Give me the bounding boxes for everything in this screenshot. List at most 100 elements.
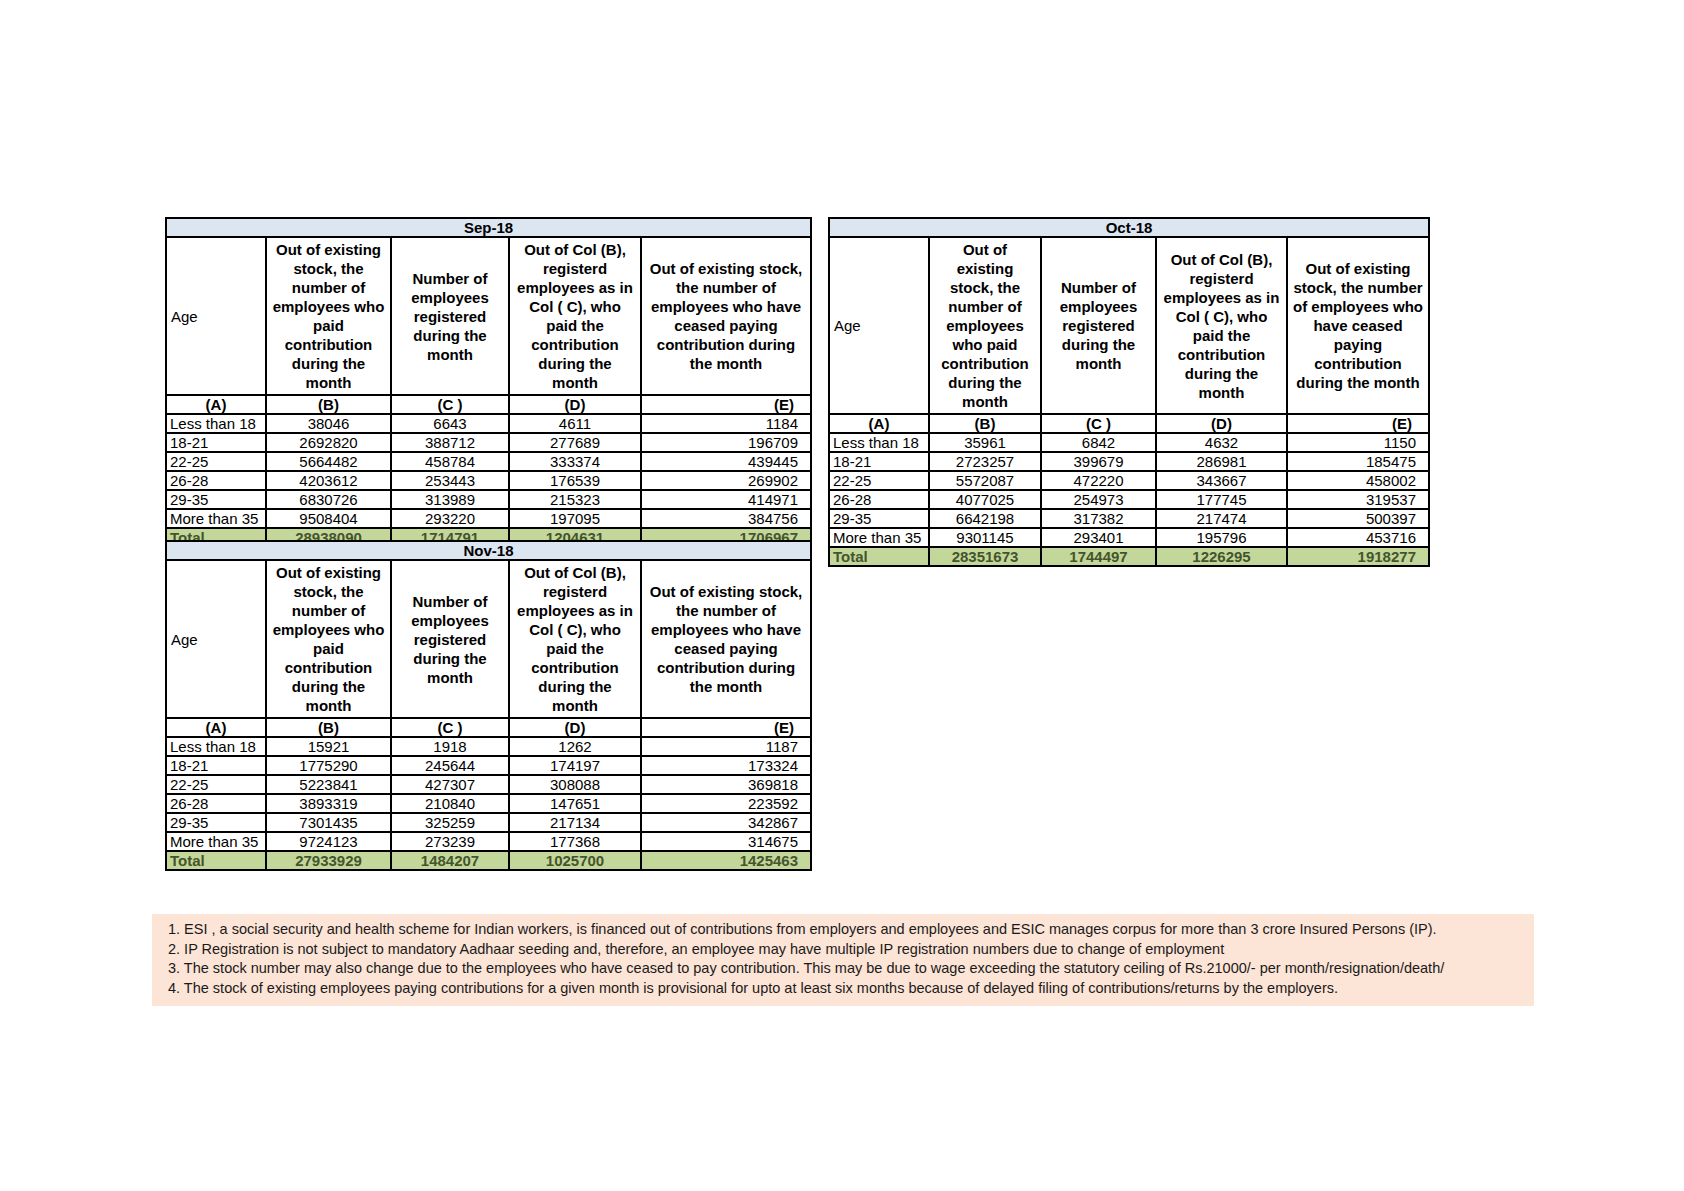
letter-d: (D) xyxy=(509,395,641,414)
cell-c: 317382 xyxy=(1041,509,1156,528)
column-letter-row: (A) (B) (C ) (D) (E) xyxy=(829,414,1429,433)
cell-d: 277689 xyxy=(509,433,641,452)
cell-d: 176539 xyxy=(509,471,641,490)
letter-e: (E) xyxy=(641,718,811,737)
cell-b: 38046 xyxy=(266,414,391,433)
cell-d: 333374 xyxy=(509,452,641,471)
table-row: 26-28 3893319 210840 147651 223592 xyxy=(166,794,811,813)
header-col-c: Number of employees registered during th… xyxy=(391,237,509,395)
letter-b: (B) xyxy=(266,718,391,737)
cell-age: 18-21 xyxy=(166,756,266,775)
cell-e: 269902 xyxy=(641,471,811,490)
cell-c: 1918 xyxy=(391,737,509,756)
cell-b: 4203612 xyxy=(266,471,391,490)
cell-d: 217134 xyxy=(509,813,641,832)
month-title-row: Oct-18 xyxy=(829,218,1429,237)
cell-d: 4611 xyxy=(509,414,641,433)
total-label: Total xyxy=(166,851,266,870)
cell-c: 388712 xyxy=(391,433,509,452)
table-row: 26-28 4077025 254973 177745 319537 xyxy=(829,490,1429,509)
cell-age: Less than 18 xyxy=(166,414,266,433)
total-e: 1425463 xyxy=(641,851,811,870)
footnote-line-1: 1. ESI , a social security and health sc… xyxy=(168,920,1522,940)
header-age: Age xyxy=(829,237,929,414)
cell-c: 458784 xyxy=(391,452,509,471)
cell-e: 414971 xyxy=(641,490,811,509)
cell-e: 500397 xyxy=(1287,509,1429,528)
cell-b: 5223841 xyxy=(266,775,391,794)
cell-d: 195796 xyxy=(1156,528,1287,547)
cell-age: More than 35 xyxy=(166,832,266,851)
total-d: 1025700 xyxy=(509,851,641,870)
column-header-row: Age Out of existing stock, the number of… xyxy=(166,560,811,718)
table-nov-18: Nov-18 Age Out of existing stock, the nu… xyxy=(165,540,810,871)
cell-b: 7301435 xyxy=(266,813,391,832)
header-col-e: Out of existing stock, the number of emp… xyxy=(641,560,811,718)
month-title-nov-18: Nov-18 xyxy=(166,541,811,560)
cell-c: 313989 xyxy=(391,490,509,509)
cell-c: 293401 xyxy=(1041,528,1156,547)
month-title-oct-18: Oct-18 xyxy=(829,218,1429,237)
header-col-b: Out of existing stock, the number of emp… xyxy=(266,237,391,395)
letter-a: (A) xyxy=(166,718,266,737)
letter-e: (E) xyxy=(1287,414,1429,433)
cell-age: 22-25 xyxy=(829,471,929,490)
total-e: 1918277 xyxy=(1287,547,1429,566)
cell-d: 215323 xyxy=(509,490,641,509)
table-row: Less than 18 38046 6643 4611 1184 xyxy=(166,414,811,433)
header-col-e: Out of existing stock, the number of emp… xyxy=(641,237,811,395)
cell-e: 196709 xyxy=(641,433,811,452)
table-row: 22-25 5223841 427307 308088 369818 xyxy=(166,775,811,794)
total-c: 1484207 xyxy=(391,851,509,870)
cell-d: 286981 xyxy=(1156,452,1287,471)
header-col-e: Out of existing stock, the number of emp… xyxy=(1287,237,1429,414)
table-row: Less than 18 35961 6842 4632 1150 xyxy=(829,433,1429,452)
header-age: Age xyxy=(166,560,266,718)
spreadsheet-canvas: Sep-18 Age Out of existing stock, the nu… xyxy=(0,0,1684,1191)
header-col-d: Out of Col (B), registerd employees as i… xyxy=(509,237,641,395)
cell-age: More than 35 xyxy=(166,509,266,528)
cell-e: 319537 xyxy=(1287,490,1429,509)
footnote-line-2: 2. IP Registration is not subject to man… xyxy=(168,940,1522,960)
cell-c: 472220 xyxy=(1041,471,1156,490)
letter-e: (E) xyxy=(641,395,811,414)
cell-age: More than 35 xyxy=(829,528,929,547)
month-title-row: Sep-18 xyxy=(166,218,811,237)
table-row: 29-35 6830726 313989 215323 414971 xyxy=(166,490,811,509)
cell-age: 26-28 xyxy=(166,794,266,813)
table-row: 29-35 7301435 325259 217134 342867 xyxy=(166,813,811,832)
total-b: 27933929 xyxy=(266,851,391,870)
cell-age: 22-25 xyxy=(166,452,266,471)
table-row: 22-25 5664482 458784 333374 439445 xyxy=(166,452,811,471)
column-letter-row: (A) (B) (C ) (D) (E) xyxy=(166,718,811,737)
column-letter-row: (A) (B) (C ) (D) (E) xyxy=(166,395,811,414)
table-row: Less than 18 15921 1918 1262 1187 xyxy=(166,737,811,756)
cell-d: 217474 xyxy=(1156,509,1287,528)
table-row: More than 35 9301145 293401 195796 45371… xyxy=(829,528,1429,547)
cell-b: 4077025 xyxy=(929,490,1041,509)
table-row: 18-21 2692820 388712 277689 196709 xyxy=(166,433,811,452)
letter-c: (C ) xyxy=(1041,414,1156,433)
cell-e: 1187 xyxy=(641,737,811,756)
cell-c: 325259 xyxy=(391,813,509,832)
cell-b: 9301145 xyxy=(929,528,1041,547)
cell-c: 399679 xyxy=(1041,452,1156,471)
column-header-row: Age Out of existing stock, the number of… xyxy=(829,237,1429,414)
table-row: More than 35 9508404 293220 197095 38475… xyxy=(166,509,811,528)
cell-d: 1262 xyxy=(509,737,641,756)
cell-e: 453716 xyxy=(1287,528,1429,547)
cell-c: 6842 xyxy=(1041,433,1156,452)
cell-e: 458002 xyxy=(1287,471,1429,490)
table-sep-18: Sep-18 Age Out of existing stock, the nu… xyxy=(165,217,810,548)
total-row: Total 27933929 1484207 1025700 1425463 xyxy=(166,851,811,870)
table-oct-18: Oct-18 Age Out of existing stock, the nu… xyxy=(828,217,1428,567)
header-col-d: Out of Col (B), registerd employees as i… xyxy=(1156,237,1287,414)
header-age: Age xyxy=(166,237,266,395)
cell-e: 1150 xyxy=(1287,433,1429,452)
table-row: 18-21 2723257 399679 286981 185475 xyxy=(829,452,1429,471)
cell-e: 185475 xyxy=(1287,452,1429,471)
table-row: 29-35 6642198 317382 217474 500397 xyxy=(829,509,1429,528)
cell-b: 6830726 xyxy=(266,490,391,509)
table-row: 18-21 1775290 245644 174197 173324 xyxy=(166,756,811,775)
cell-d: 174197 xyxy=(509,756,641,775)
